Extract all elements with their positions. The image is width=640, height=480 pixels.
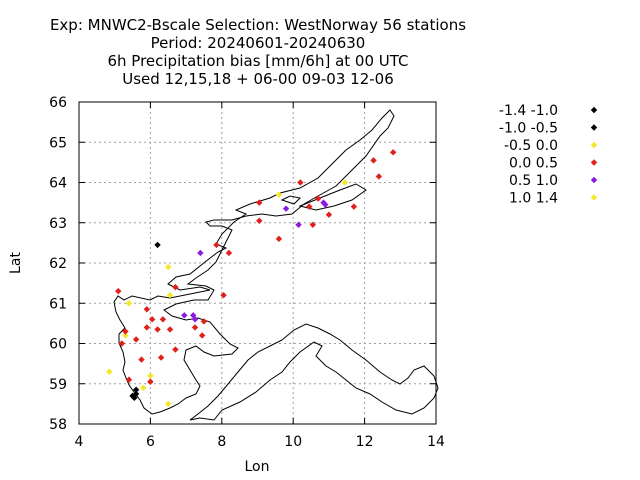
data-point <box>370 157 377 164</box>
chart-title-line-4: Used 12,15,18 + 06-00 09-03 12-06 <box>122 70 394 88</box>
legend-marker <box>590 124 598 131</box>
data-point <box>309 221 317 228</box>
data-point <box>197 249 204 257</box>
y-axis-label: Lat <box>8 252 24 274</box>
data-point <box>154 326 161 333</box>
data-point <box>295 221 302 228</box>
data-point <box>314 195 322 202</box>
data-point <box>191 316 199 323</box>
legend-label: 1.0 1.4 <box>509 191 558 207</box>
data-point <box>143 306 151 313</box>
data-point <box>166 326 174 333</box>
chart-title-line-3: 6h Precipitation bias [mm/6h] at 00 UTC <box>107 52 408 70</box>
data-point <box>375 173 383 180</box>
legend-marker <box>590 159 598 166</box>
legend-label: 0.5 1.0 <box>509 173 558 189</box>
y-tick-label: 61 <box>49 296 67 312</box>
y-tick-label: 60 <box>49 337 67 353</box>
coastline-island <box>280 195 302 205</box>
data-point <box>165 263 172 271</box>
data-point <box>325 211 333 218</box>
data-point <box>341 179 349 186</box>
x-axis-label: Lon <box>245 459 270 475</box>
data-point <box>275 235 283 243</box>
data-point <box>213 241 220 249</box>
legend-marker <box>590 194 598 201</box>
legend-marker <box>590 106 598 114</box>
data-point <box>147 378 154 385</box>
data-point <box>389 149 397 156</box>
data-point <box>220 292 227 299</box>
data-point <box>125 300 133 307</box>
data-point <box>125 376 133 383</box>
x-tick-label: 12 <box>356 434 374 450</box>
data-point <box>106 368 113 375</box>
y-tick-label: 62 <box>49 256 67 272</box>
x-tick-label: 8 <box>217 434 226 450</box>
data-point <box>275 191 283 198</box>
axis-ticks: 4 6 8 10 12 14 58 59 60 61 62 63 64 65 66 <box>49 95 445 450</box>
data-point <box>256 217 263 224</box>
data-point <box>148 316 156 323</box>
data-point <box>200 318 208 325</box>
coastline-east <box>189 323 439 421</box>
legend-label: -0.5 0.0 <box>504 138 558 154</box>
data-point <box>138 356 145 363</box>
data-point <box>140 384 147 391</box>
data-point <box>129 392 136 400</box>
data-point <box>297 179 304 186</box>
legend-marker <box>590 141 598 149</box>
data-point <box>191 324 199 331</box>
plot-frame <box>78 101 437 425</box>
data-point <box>256 199 263 206</box>
y-tick-label: 58 <box>49 417 67 433</box>
data-point <box>118 340 126 347</box>
legend-label: -1.4 -1.0 <box>499 103 558 119</box>
data-point <box>198 332 206 339</box>
data-point <box>132 386 140 393</box>
y-tick-label: 65 <box>49 135 67 151</box>
y-tick-label: 64 <box>49 176 67 192</box>
data-point <box>306 203 313 210</box>
grid-lines <box>79 102 436 424</box>
data-point <box>122 328 129 335</box>
legend-marker <box>590 176 598 184</box>
data-point <box>225 249 233 257</box>
data-point <box>122 332 129 339</box>
y-tick-label: 66 <box>49 95 67 111</box>
x-tick-label: 10 <box>284 434 302 450</box>
data-point <box>143 324 151 331</box>
coastline <box>113 109 439 421</box>
data-point <box>157 354 165 361</box>
coastline-fjord-north <box>298 183 367 211</box>
data-point <box>172 346 179 353</box>
chart-title-line-2: Period: 20240601-20240630 <box>151 34 366 52</box>
legend: -1.4 -1.0 -1.0 -0.5-0.5 0.0 0.0 0.50.5 1.0… <box>499 103 598 207</box>
data-point <box>165 400 172 408</box>
coastline-main <box>113 109 395 415</box>
x-tick-label: 4 <box>75 434 84 450</box>
data-point <box>322 201 329 208</box>
data-point <box>115 287 122 295</box>
data-point <box>147 372 154 379</box>
x-tick-label: 14 <box>427 434 445 450</box>
data-point <box>159 316 167 323</box>
legend-label: -1.0 -0.5 <box>499 121 558 137</box>
y-tick-label: 63 <box>49 216 67 232</box>
data-point <box>132 336 140 343</box>
y-tick-label: 59 <box>49 377 67 393</box>
data-point <box>166 292 174 299</box>
data-point <box>282 205 290 212</box>
data-point <box>181 312 188 319</box>
chart-title-line-1: Exp: MNWC2-Bscale Selection: WestNorway … <box>50 16 466 34</box>
data-point <box>172 283 179 291</box>
data-points <box>106 149 397 408</box>
data-point <box>154 241 161 249</box>
legend-label: 0.0 0.5 <box>509 156 558 172</box>
x-tick-label: 6 <box>146 434 155 450</box>
data-point <box>350 203 358 210</box>
